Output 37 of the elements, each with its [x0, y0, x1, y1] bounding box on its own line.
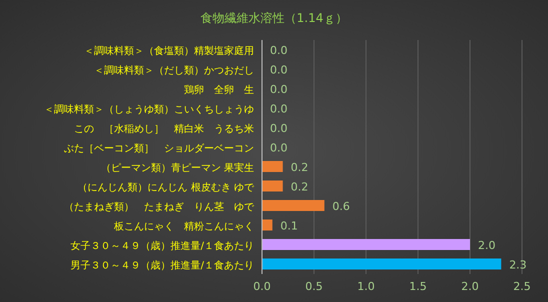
- bar: [262, 161, 283, 172]
- y-tick-label: ぶた［ベーコン類］ ショルダーベーコン: [64, 142, 254, 154]
- y-tick-label: ＜調味料類＞（食塩類）精製塩家庭用: [84, 44, 254, 57]
- y-tick-label: （たまねぎ類） たまねぎ りん茎 ゆで: [64, 200, 255, 213]
- data-label: 0.0: [270, 44, 288, 57]
- x-tick-label: 1.0: [357, 280, 375, 293]
- x-tick-label: 2.0: [461, 280, 479, 293]
- data-label: 0.0: [270, 102, 288, 116]
- y-tick-label: この ［水稲めし］ 精白米 うるち米: [74, 122, 254, 135]
- data-label: 0.0: [270, 122, 288, 135]
- data-label: 0.2: [290, 160, 308, 174]
- y-tick-label: ＜調味料類＞（だし類）かつおだし: [94, 64, 254, 76]
- y-tick-label: ＜調味料類＞（しょうゆ類）こいくちしょうゆ: [44, 103, 254, 116]
- data-label: 2.0: [478, 238, 496, 252]
- y-tick-label: 女子３０～４９（歳）推進量/１食あたり: [70, 240, 254, 252]
- chart-title: 食物繊維水溶性（1.14ｇ）: [200, 10, 348, 27]
- bar: [262, 180, 283, 192]
- data-label: 2.3: [509, 258, 527, 272]
- x-tick-label: 0.5: [305, 280, 323, 293]
- y-tick-label: （ピーマン類）青ピーマン 果実生: [100, 162, 254, 174]
- data-label: 0.0: [270, 82, 288, 96]
- x-tick-label: 2.5: [513, 280, 531, 293]
- data-label: 0.0: [270, 141, 288, 154]
- data-label: 0.0: [270, 63, 288, 76]
- bar: [262, 239, 470, 250]
- bar: [262, 220, 272, 230]
- data-label: 0.2: [290, 180, 308, 194]
- x-tick-label: 0.0: [253, 280, 271, 293]
- y-tick-label: 鶏卵 全卵 生: [184, 84, 254, 96]
- data-label: 0.1: [280, 219, 298, 232]
- y-tick-label: 男子３０～４９（歳）推進量/１食あたり: [70, 259, 254, 272]
- data-label: 0.6: [332, 200, 350, 213]
- bar: [262, 258, 502, 270]
- bar: [262, 200, 324, 211]
- y-tick-label: （にんじん類）にんじん 根皮むき ゆで: [78, 181, 255, 194]
- y-tick-label: 板こんにゃく 精粉こんにゃく: [113, 220, 254, 232]
- x-tick-label: 1.5: [409, 280, 427, 293]
